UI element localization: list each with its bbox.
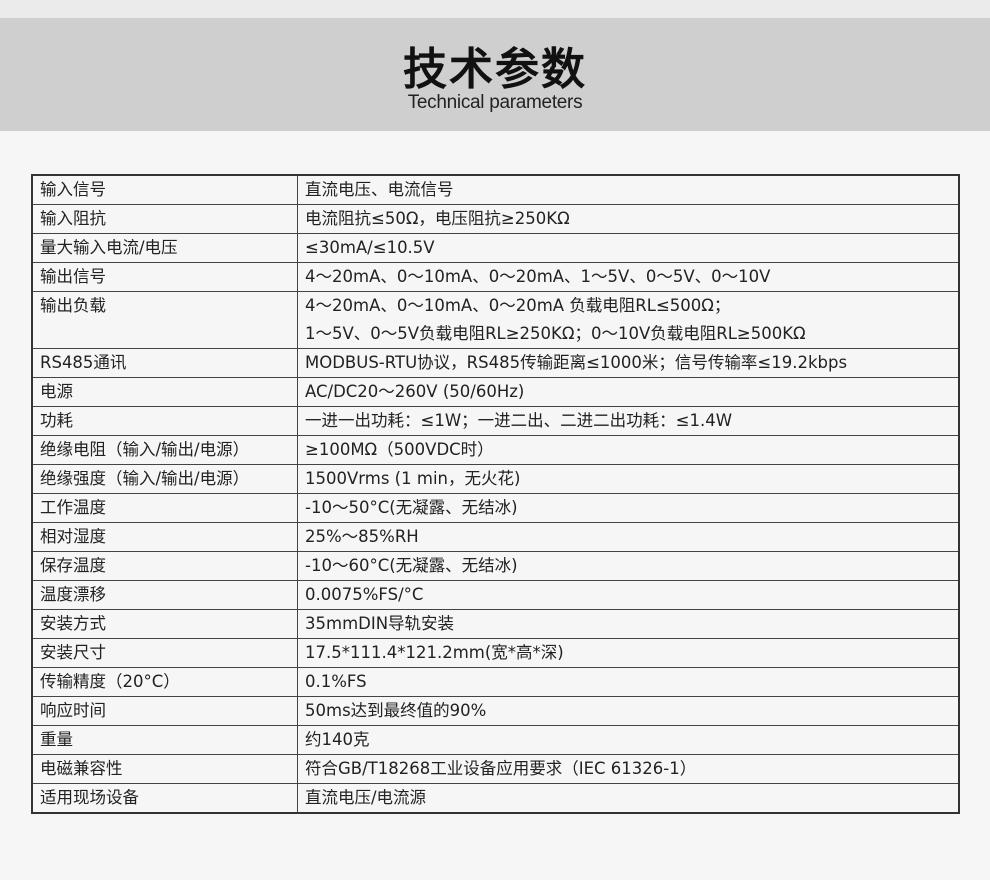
param-value-line: 25%～85%RH bbox=[305, 527, 419, 546]
param-label: 输出负载 bbox=[31, 291, 298, 349]
table-row: 工作温度 -10～50°C(无凝露、无结冰) bbox=[31, 493, 960, 523]
param-value-line: 35mmDIN导轨安装 bbox=[305, 614, 455, 633]
page-subtitle: Technical parameters bbox=[407, 92, 583, 113]
table-row: 电磁兼容性 符合GB/T18268工业设备应用要求（IEC 61326-1） bbox=[31, 754, 960, 784]
param-label: 绝缘电阻（输入/输出/电源） bbox=[31, 435, 298, 465]
table-row: 重量 约140克 bbox=[31, 725, 960, 755]
param-value: MODBUS-RTU协议，RS485传输距离≤1000米；信号传输率≤19.2k… bbox=[297, 348, 960, 378]
param-value: 直流电压/电流源 bbox=[297, 783, 960, 814]
param-label: 重量 bbox=[31, 725, 298, 755]
table-row: 传输精度（20°C） 0.1%FS bbox=[31, 667, 960, 697]
table-row: 绝缘强度（输入/输出/电源） 1500Vrms (1 min，无火花) bbox=[31, 464, 960, 494]
param-value: 17.5*111.4*121.2mm(宽*高*深) bbox=[297, 638, 960, 668]
param-label: RS485通讯 bbox=[31, 348, 298, 378]
table-row: RS485通讯 MODBUS-RTU协议，RS485传输距离≤1000米；信号传输… bbox=[31, 348, 960, 378]
table-row: 输出负载 4～20mA、0～10mA、0～20mA 负载电阻RL≤500Ω； 1～5… bbox=[31, 291, 960, 349]
table-row: 输入阻抗 电流阻抗≤50Ω，电压阻抗≥250KΩ bbox=[31, 204, 960, 234]
param-label: 安装尺寸 bbox=[31, 638, 298, 668]
param-value: 25%～85%RH bbox=[297, 522, 960, 552]
table-row: 安装方式 35mmDIN导轨安装 bbox=[31, 609, 960, 639]
table-row: 响应时间 50ms达到最终值的90% bbox=[31, 696, 960, 726]
param-value-line: 一进一出功耗：≤1W；一进二出、二进二出功耗：≤1.4W bbox=[305, 411, 733, 430]
param-label: 保存温度 bbox=[31, 551, 298, 581]
top-strip bbox=[0, 0, 990, 18]
param-value-line: 1～5V、0～5V负载电阻RL≥250KΩ；0～10V负载电阻RL≥500KΩ bbox=[305, 324, 806, 343]
param-value-line: 0.0075%FS/°C bbox=[305, 585, 424, 604]
table-row: 适用现场设备 直流电压/电流源 bbox=[31, 783, 960, 814]
param-value-line: MODBUS-RTU协议，RS485传输距离≤1000米；信号传输率≤19.2k… bbox=[305, 353, 848, 372]
param-label: 传输精度（20°C） bbox=[31, 667, 298, 697]
param-value-line: ≤30mA/≤10.5V bbox=[305, 238, 435, 257]
table-row: 输出信号 4～20mA、0～10mA、0～20mA、1～5V、0～5V、0～10V bbox=[31, 262, 960, 292]
param-value-line: -10～50°C(无凝露、无结冰) bbox=[305, 498, 518, 517]
table-row: 保存温度 -10～60°C(无凝露、无结冰) bbox=[31, 551, 960, 581]
table-row: 电源 AC/DC20～260V (50/60Hz) bbox=[31, 377, 960, 407]
param-value: AC/DC20～260V (50/60Hz) bbox=[297, 377, 960, 407]
table-row: 输入信号 直流电压、电流信号 bbox=[31, 174, 960, 205]
param-value: 0.0075%FS/°C bbox=[297, 580, 960, 610]
table-row: 安装尺寸 17.5*111.4*121.2mm(宽*高*深) bbox=[31, 638, 960, 668]
param-label: 工作温度 bbox=[31, 493, 298, 523]
param-value-line: 1500Vrms (1 min，无火花) bbox=[305, 469, 521, 488]
param-value-line: 直流电压、电流信号 bbox=[305, 180, 454, 199]
param-label: 输入信号 bbox=[31, 174, 298, 205]
param-label: 响应时间 bbox=[31, 696, 298, 726]
param-value: 4～20mA、0～10mA、0～20mA 负载电阻RL≤500Ω； 1～5V、0～… bbox=[297, 291, 960, 349]
param-value-line: 约140克 bbox=[305, 730, 370, 749]
param-value: 1500Vrms (1 min，无火花) bbox=[297, 464, 960, 494]
param-value-line: 50ms达到最终值的90% bbox=[305, 701, 487, 720]
param-value: -10～60°C(无凝露、无结冰) bbox=[297, 551, 960, 581]
table-row: 相对湿度 25%～85%RH bbox=[31, 522, 960, 552]
param-value: ≥100MΩ（500VDC时） bbox=[297, 435, 960, 465]
param-value-line: 直流电压/电流源 bbox=[305, 788, 427, 807]
param-value: 符合GB/T18268工业设备应用要求（IEC 61326-1） bbox=[297, 754, 960, 784]
param-value: ≤30mA/≤10.5V bbox=[297, 233, 960, 263]
param-value: 4～20mA、0～10mA、0～20mA、1～5V、0～5V、0～10V bbox=[297, 262, 960, 292]
param-value: 50ms达到最终值的90% bbox=[297, 696, 960, 726]
spec-table: 输入信号 直流电压、电流信号 输入阻抗 电流阻抗≤50Ω，电压阻抗≥250KΩ 量大输入… bbox=[31, 174, 960, 814]
param-value: -10～50°C(无凝露、无结冰) bbox=[297, 493, 960, 523]
param-label: 输入阻抗 bbox=[31, 204, 298, 234]
param-value-line: 电流阻抗≤50Ω，电压阻抗≥250KΩ bbox=[305, 209, 570, 228]
table-row: 绝缘电阻（输入/输出/电源） ≥100MΩ（500VDC时） bbox=[31, 435, 960, 465]
param-value: 一进一出功耗：≤1W；一进二出、二进二出功耗：≤1.4W bbox=[297, 406, 960, 436]
param-value-line: 17.5*111.4*121.2mm(宽*高*深) bbox=[305, 643, 564, 662]
param-value-line: ≥100MΩ（500VDC时） bbox=[305, 440, 494, 459]
header-band: 技术参数 Technical parameters bbox=[0, 18, 990, 131]
param-label: 绝缘强度（输入/输出/电源） bbox=[31, 464, 298, 494]
param-value-line: 符合GB/T18268工业设备应用要求（IEC 61326-1） bbox=[305, 759, 697, 778]
param-value: 约140克 bbox=[297, 725, 960, 755]
param-label: 适用现场设备 bbox=[31, 783, 298, 814]
param-label: 电磁兼容性 bbox=[31, 754, 298, 784]
param-value: 直流电压、电流信号 bbox=[297, 174, 960, 205]
param-value-line: -10～60°C(无凝露、无结冰) bbox=[305, 556, 518, 575]
param-value-line: AC/DC20～260V (50/60Hz) bbox=[305, 382, 525, 401]
param-value: 电流阻抗≤50Ω，电压阻抗≥250KΩ bbox=[297, 204, 960, 234]
param-value: 35mmDIN导轨安装 bbox=[297, 609, 960, 639]
param-label: 功耗 bbox=[31, 406, 298, 436]
table-row: 功耗 一进一出功耗：≤1W；一进二出、二进二出功耗：≤1.4W bbox=[31, 406, 960, 436]
param-label: 量大输入电流/电压 bbox=[31, 233, 298, 263]
page-title: 技术参数 bbox=[403, 44, 587, 95]
table-row: 量大输入电流/电压 ≤30mA/≤10.5V bbox=[31, 233, 960, 263]
param-label: 温度漂移 bbox=[31, 580, 298, 610]
param-value-line: 0.1%FS bbox=[305, 672, 367, 691]
param-label: 电源 bbox=[31, 377, 298, 407]
param-value-line: 4～20mA、0～10mA、0～20mA 负载电阻RL≤500Ω； bbox=[305, 296, 731, 315]
param-label: 相对湿度 bbox=[31, 522, 298, 552]
param-label: 安装方式 bbox=[31, 609, 298, 639]
param-label: 输出信号 bbox=[31, 262, 298, 292]
table-row: 温度漂移 0.0075%FS/°C bbox=[31, 580, 960, 610]
param-value-line: 4～20mA、0～10mA、0～20mA、1～5V、0～5V、0～10V bbox=[305, 267, 771, 286]
param-value: 0.1%FS bbox=[297, 667, 960, 697]
